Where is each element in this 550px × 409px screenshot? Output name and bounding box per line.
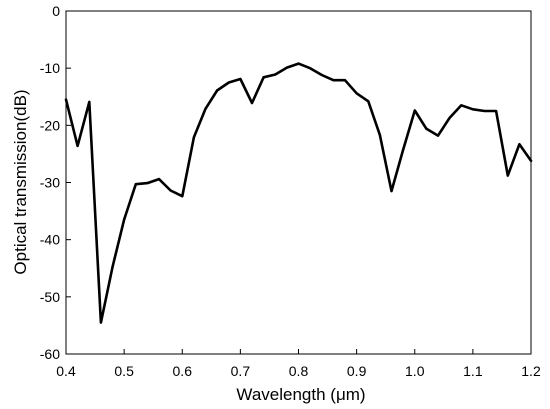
- x-axis: 0.4 0.5 0.6 0.7 0.8 0.9 1.0 1.1 1.2: [56, 349, 541, 379]
- series-layer: [64, 62, 533, 324]
- x-axis-label: Wavelength (μm): [236, 385, 365, 404]
- x-tick-label: 1.1: [463, 363, 483, 379]
- x-tick-label: 1.2: [521, 363, 541, 379]
- y-tick-label: -20: [40, 117, 60, 133]
- x-tick-label: 0.6: [173, 363, 193, 379]
- x-tick-label: 0.4: [56, 363, 76, 379]
- x-tick-label: 0.8: [289, 363, 309, 379]
- y-tick-label: -50: [40, 289, 60, 305]
- x-tick-label: 0.7: [231, 363, 251, 379]
- y-tick-label: -30: [40, 175, 60, 191]
- series-line: [64, 62, 533, 324]
- x-tick-label: 0.5: [114, 363, 134, 379]
- y-axis-label: Optical transmission(dB): [11, 89, 30, 274]
- y-axis: 0 -10 -20 -30 -40 -50 -60: [40, 3, 71, 362]
- y-tick-label: 0: [52, 3, 60, 19]
- x-tick-label: 1.0: [405, 363, 425, 379]
- y-tick-label: -40: [40, 232, 60, 248]
- y-tick-label: -10: [40, 60, 60, 76]
- y-tick-label: -60: [40, 346, 60, 362]
- x-tick-label: 0.9: [347, 363, 367, 379]
